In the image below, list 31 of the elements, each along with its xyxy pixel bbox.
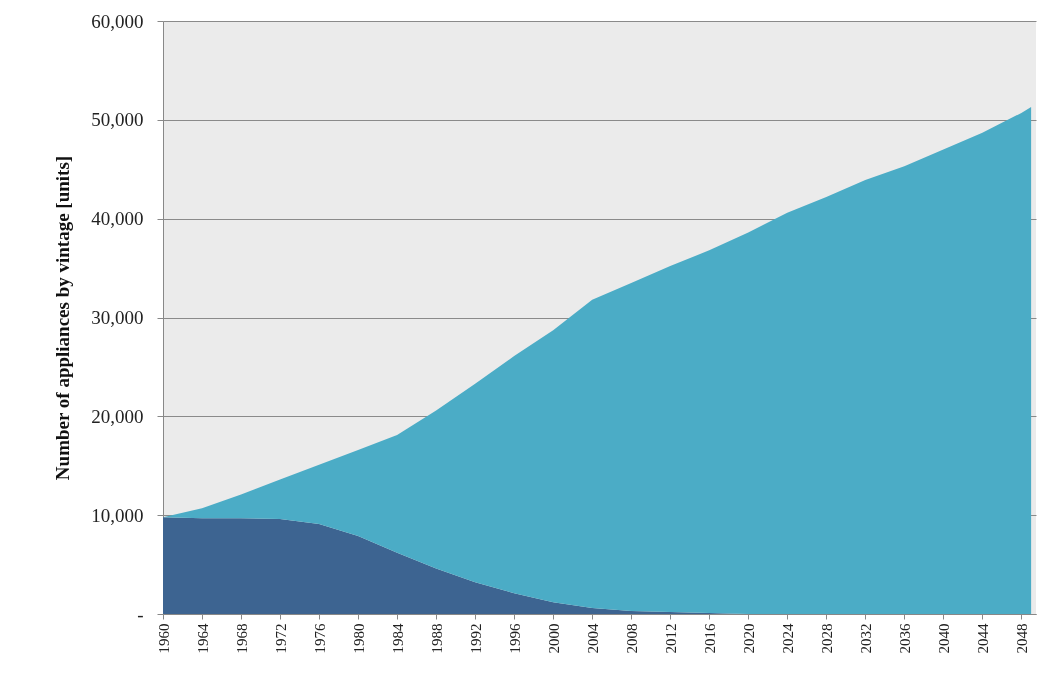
x-tick-label: 2004 — [584, 623, 601, 654]
x-tick-label: 2032 — [857, 623, 874, 654]
x-tick-label: 1976 — [311, 623, 328, 654]
x-tick-label: 1964 — [194, 623, 211, 654]
x-tick-label: 2020 — [740, 623, 757, 654]
x-tick-label: 2044 — [974, 623, 991, 654]
x-tick-label: 1968 — [233, 623, 250, 654]
x-tick-label: 1980 — [350, 623, 367, 654]
x-tick-label: 1972 — [272, 623, 289, 654]
x-tick-label: 2016 — [701, 623, 718, 654]
x-tick-label: 1996 — [506, 623, 523, 654]
x-tick-label: 2028 — [818, 623, 835, 654]
y-tick-label: 50,000 — [91, 109, 144, 131]
y-tick-label: 60,000 — [91, 10, 144, 32]
x-tick-label: 1960 — [155, 623, 172, 654]
x-tick-label: 2012 — [662, 623, 679, 654]
y-axis-title: Number of appliances by vintage [units] — [52, 155, 74, 481]
y-tick-label: 10,000 — [91, 504, 144, 526]
x-tick-label: 1984 — [389, 623, 406, 654]
x-tick-label: 1988 — [428, 623, 445, 654]
x-tick-label: 2048 — [1013, 623, 1030, 654]
y-tick-label: - — [137, 603, 144, 625]
x-tick-label: 2000 — [545, 623, 562, 654]
y-tick-label: 30,000 — [91, 307, 144, 328]
x-tick-label: 2040 — [935, 623, 952, 654]
x-tick-label: 2008 — [623, 623, 640, 654]
x-tick-label: 2024 — [779, 623, 796, 654]
x-tick-label: 1992 — [467, 623, 484, 654]
y-tick-label: 20,000 — [91, 405, 144, 427]
x-tick-label: 2036 — [896, 623, 913, 654]
y-tick-label: 40,000 — [91, 208, 144, 230]
